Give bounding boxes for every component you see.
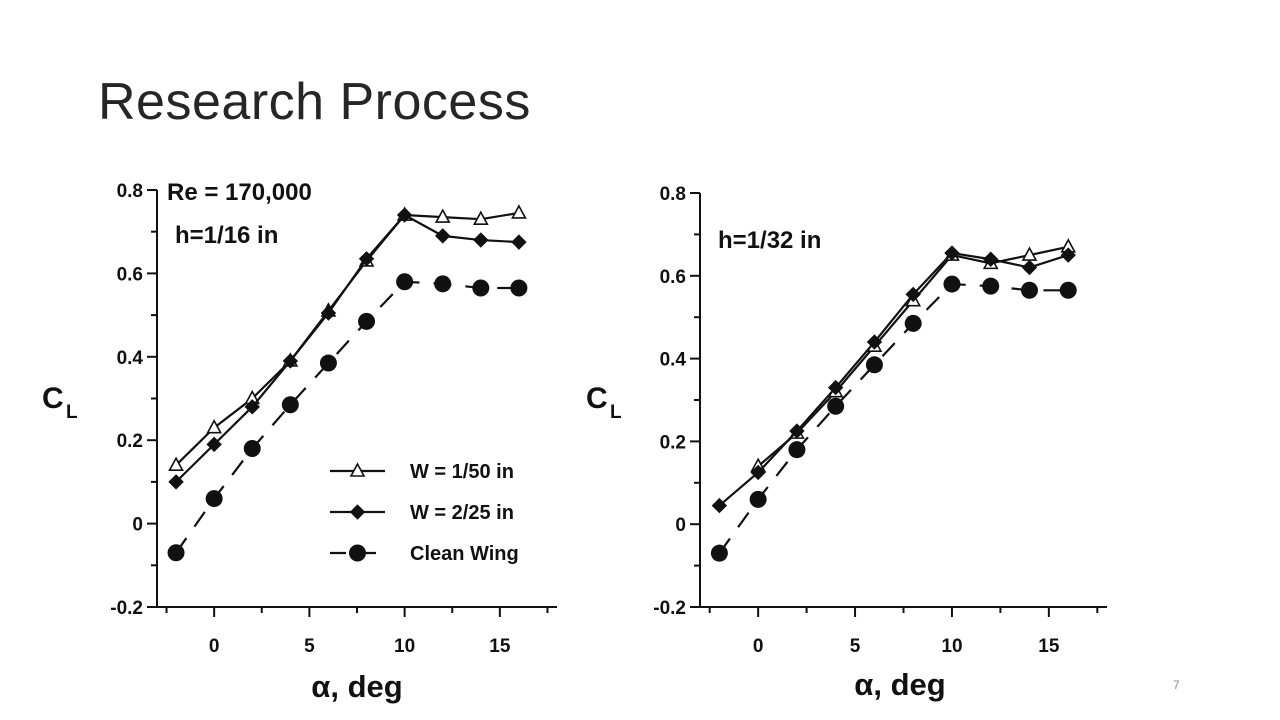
legend-label: W = 1/50 in bbox=[410, 461, 514, 483]
y-tick-label: 0.6 bbox=[117, 264, 143, 285]
data-point bbox=[827, 397, 845, 415]
page-number: 7 bbox=[1173, 678, 1180, 692]
series-2 bbox=[168, 207, 527, 490]
data-point bbox=[243, 440, 261, 458]
series-1 bbox=[750, 238, 1077, 473]
y-tick-label: 0.4 bbox=[117, 348, 144, 369]
data-point bbox=[905, 286, 921, 303]
data-point bbox=[510, 279, 528, 297]
y-tick-label: -0.2 bbox=[653, 598, 686, 619]
x-tick-label: 0 bbox=[209, 636, 220, 657]
data-point bbox=[711, 497, 728, 514]
data-point bbox=[866, 334, 883, 350]
y-tick-label: 0.2 bbox=[660, 432, 686, 453]
data-point bbox=[281, 396, 299, 414]
y-tick-label: 0 bbox=[132, 515, 143, 536]
series-3 bbox=[710, 275, 1077, 562]
data-point bbox=[434, 275, 452, 293]
data-point bbox=[282, 353, 299, 369]
y-tick-label: 0.6 bbox=[660, 267, 686, 288]
data-point bbox=[1020, 281, 1038, 299]
data-point bbox=[983, 251, 999, 267]
data-point bbox=[749, 490, 767, 508]
x-tick-label: 5 bbox=[850, 636, 861, 657]
legend-marker bbox=[349, 544, 366, 562]
legend-marker bbox=[349, 462, 366, 477]
chart-annotation: h=1/16 in bbox=[175, 222, 278, 249]
data-point bbox=[789, 423, 805, 439]
series-line bbox=[175, 280, 519, 554]
y-axis-label: C bbox=[42, 382, 64, 415]
series-2 bbox=[711, 245, 1076, 514]
data-point bbox=[1059, 281, 1077, 299]
x-tick-label: 0 bbox=[753, 636, 764, 657]
legend-label: W = 2/25 in bbox=[410, 502, 514, 524]
data-point bbox=[319, 354, 337, 372]
data-point bbox=[435, 228, 451, 244]
data-point bbox=[788, 441, 806, 459]
data-point bbox=[944, 245, 960, 261]
data-point bbox=[982, 277, 1000, 295]
series-3 bbox=[167, 273, 528, 562]
data-point bbox=[865, 356, 883, 374]
series-line bbox=[718, 251, 1069, 507]
x-tick-label: 15 bbox=[1038, 636, 1060, 657]
data-point bbox=[205, 490, 223, 508]
legend-marker bbox=[349, 504, 366, 520]
chart-annotation: Re = 170,000 bbox=[167, 179, 312, 206]
data-point bbox=[472, 279, 490, 297]
y-tick-label: -0.2 bbox=[110, 598, 143, 619]
x-axis-label: α, deg bbox=[311, 669, 402, 704]
data-point bbox=[206, 436, 222, 453]
data-point bbox=[434, 208, 451, 223]
x-tick-label: 15 bbox=[489, 636, 511, 657]
x-tick-label: 10 bbox=[941, 636, 962, 657]
y-axis-label-subscript: L bbox=[610, 402, 622, 423]
x-tick-label: 5 bbox=[304, 636, 315, 657]
data-point bbox=[750, 464, 766, 481]
chart-2: -0.2 0 0.2 0.4 0.6 0.8 0 5 10 15 α, deg C Lh=1/32 in bbox=[586, 184, 1107, 702]
series-line bbox=[757, 245, 1069, 468]
data-point bbox=[396, 207, 413, 223]
series-line bbox=[175, 213, 519, 483]
chart-annotation: h=1/32 in bbox=[718, 227, 821, 254]
data-point bbox=[904, 314, 922, 332]
data-point bbox=[358, 312, 376, 330]
y-axis-label-subscript: L bbox=[66, 402, 78, 423]
y-tick-label: 0.8 bbox=[117, 181, 143, 202]
data-point bbox=[167, 544, 185, 562]
data-point bbox=[320, 305, 337, 321]
data-point bbox=[168, 474, 184, 490]
x-tick-label: 10 bbox=[394, 636, 415, 657]
y-tick-label: 0 bbox=[675, 515, 686, 536]
data-point bbox=[206, 419, 222, 434]
y-tick-label: 0.8 bbox=[660, 184, 686, 205]
data-point bbox=[1021, 259, 1038, 276]
data-point bbox=[511, 234, 527, 250]
data-point bbox=[943, 275, 961, 293]
x-axis-label: α, deg bbox=[854, 667, 945, 702]
y-tick-label: 0.4 bbox=[660, 350, 687, 371]
series-line bbox=[718, 282, 1069, 554]
data-point bbox=[358, 251, 375, 267]
series-line bbox=[175, 211, 520, 467]
data-point bbox=[473, 232, 489, 248]
data-point bbox=[511, 204, 527, 219]
data-point bbox=[710, 544, 728, 562]
y-tick-label: 0.2 bbox=[117, 431, 143, 452]
data-point bbox=[827, 379, 844, 396]
data-point bbox=[1060, 247, 1076, 263]
data-point bbox=[168, 456, 184, 472]
legend: W = 1/50 in W = 2/25 in Clean Wing bbox=[330, 461, 519, 565]
slide-title: Research Process bbox=[98, 73, 531, 131]
data-point bbox=[244, 399, 260, 415]
chart-1: -0.2 0 0.2 0.4 0.6 0.8 0 5 10 15 α, deg C L Re = 170,… bbox=[42, 179, 557, 704]
data-point bbox=[396, 273, 414, 291]
y-axis-label: C bbox=[586, 382, 608, 415]
legend-label: Clean Wing bbox=[410, 543, 519, 565]
data-point bbox=[472, 210, 489, 225]
